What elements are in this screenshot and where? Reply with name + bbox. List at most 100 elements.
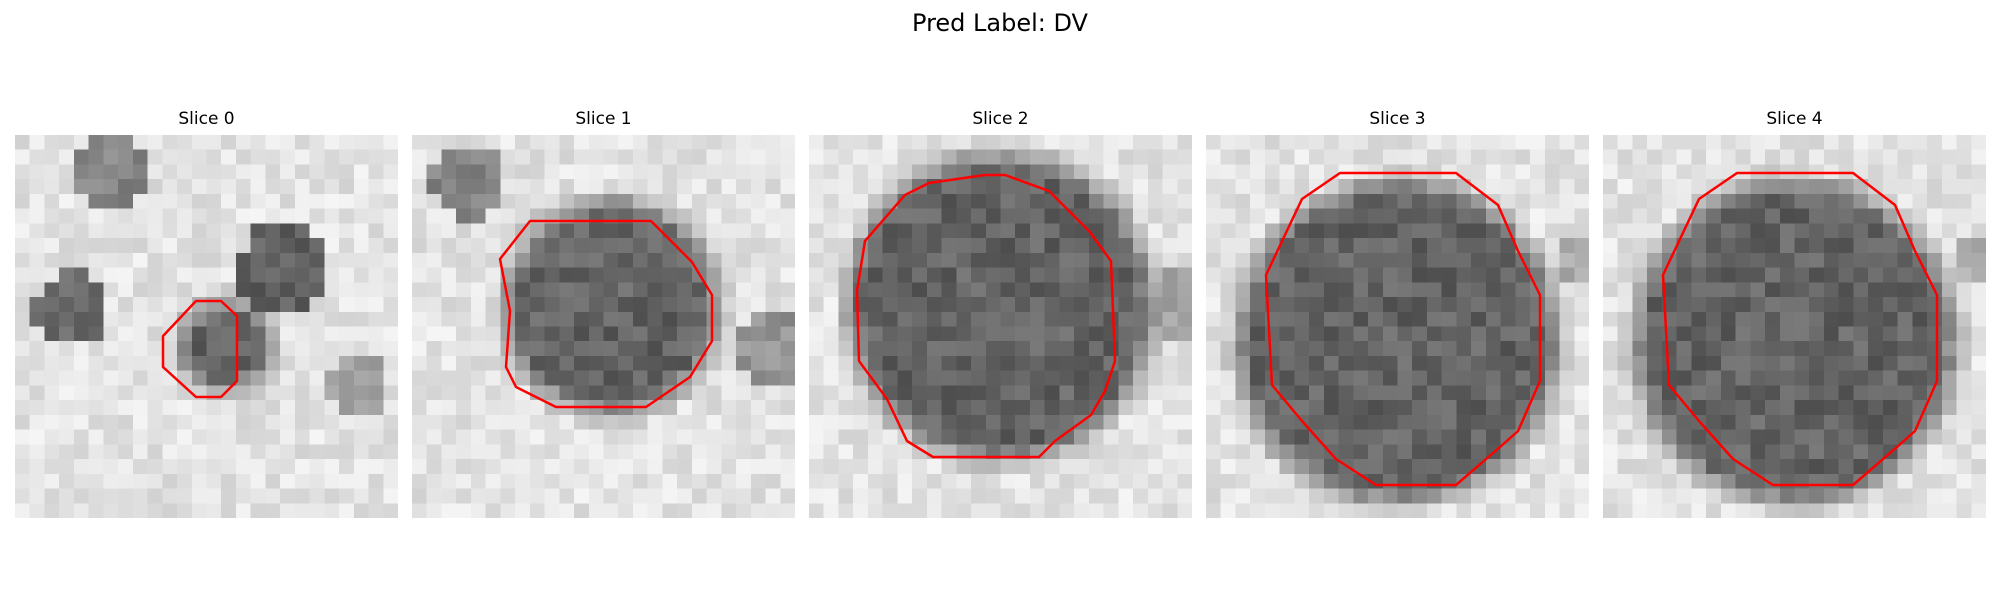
slice-panel-4: Slice 4: [1603, 108, 1986, 520]
image-pixel: [1029, 193, 1046, 210]
image-pixel: [1720, 252, 1737, 269]
image-pixel: [971, 459, 987, 475]
image-pixel: [280, 164, 296, 180]
image-pixel: [971, 238, 987, 254]
image-pixel: [867, 414, 884, 431]
image-pixel: [309, 297, 325, 313]
image-pixel: [1720, 267, 1737, 283]
image-pixel: [926, 473, 943, 490]
image-pixel: [691, 238, 708, 254]
image-pixel: [59, 223, 75, 239]
image-pixel: [691, 311, 708, 328]
image-pixel: [1632, 473, 1648, 490]
image-pixel: [1735, 282, 1751, 298]
image-pixel: [882, 193, 898, 210]
image-pixel: [15, 135, 31, 151]
image-pixel: [956, 311, 972, 328]
image-pixel: [1912, 149, 1928, 166]
image-pixel: [971, 297, 987, 313]
image-pixel: [426, 473, 443, 490]
image-pixel: [1632, 208, 1648, 224]
image-pixel: [1809, 473, 1825, 490]
image-pixel: [1632, 355, 1648, 372]
image-pixel: [603, 473, 619, 490]
image-pixel: [383, 164, 398, 180]
image-pixel: [809, 370, 825, 387]
image-pixel: [353, 282, 370, 298]
image-pixel: [1574, 414, 1589, 431]
image-pixel: [765, 135, 781, 151]
image-pixel: [1338, 355, 1354, 372]
image-pixel: [838, 400, 854, 416]
image-pixel: [324, 326, 340, 342]
image-pixel: [1794, 238, 1810, 254]
image-pixel: [1133, 238, 1149, 254]
image-pixel: [1485, 149, 1502, 166]
image-pixel: [1676, 370, 1692, 387]
image-pixel: [706, 473, 722, 490]
image-pixel: [265, 252, 281, 269]
image-pixel: [1500, 267, 1516, 283]
image-pixel: [926, 400, 943, 416]
image-pixel: [780, 385, 795, 401]
image-pixel: [250, 429, 267, 445]
image-pixel: [1000, 385, 1016, 401]
image-pixel: [1632, 238, 1648, 254]
image-pixel: [1882, 223, 1899, 239]
image-pixel: [1250, 282, 1266, 298]
image-pixel: [1338, 473, 1354, 490]
image-pixel: [662, 429, 678, 445]
image-pixel: [1118, 459, 1134, 475]
image-pixel: [1426, 370, 1443, 387]
image-pixel: [265, 488, 281, 504]
image-pixel: [1485, 282, 1502, 298]
image-pixel: [1720, 311, 1737, 328]
image-pixel: [265, 355, 281, 372]
image-pixel: [1250, 238, 1266, 254]
image-pixel: [647, 459, 664, 475]
image-pixel: [618, 149, 634, 166]
image-pixel: [1118, 135, 1134, 151]
image-pixel: [280, 311, 296, 328]
image-pixel: [1133, 341, 1149, 357]
image-pixel: [1559, 135, 1575, 151]
image-pixel: [1794, 193, 1810, 210]
image-pixel: [339, 385, 355, 401]
image-pixel: [1530, 488, 1546, 504]
image-pixel: [985, 164, 1002, 180]
image-pixel: [912, 341, 928, 357]
image-pixel: [103, 370, 119, 387]
image-pixel: [1515, 179, 1531, 195]
image-pixel: [1412, 414, 1428, 431]
image-pixel: [736, 297, 752, 313]
image-pixel: [706, 503, 722, 518]
image-pixel: [677, 385, 693, 401]
image-pixel: [206, 503, 222, 518]
image-pixel: [1206, 326, 1222, 342]
image-pixel: [1382, 488, 1399, 504]
image-pixel: [721, 223, 737, 239]
image-pixel: [1147, 400, 1164, 416]
image-pixel: [1074, 135, 1090, 151]
image-pixel: [677, 400, 693, 416]
image-pixel: [1559, 252, 1575, 269]
image-pixel: [412, 267, 428, 283]
image-pixel: [529, 355, 546, 372]
image-pixel: [529, 238, 546, 254]
image-pixel: [736, 164, 752, 180]
image-pixel: [88, 488, 104, 504]
image-pixel: [1485, 135, 1502, 151]
image-pixel: [456, 488, 472, 504]
image-pixel: [1368, 179, 1384, 195]
image-pixel: [294, 297, 311, 313]
image-pixel: [1882, 385, 1899, 401]
image-pixel: [515, 179, 531, 195]
image-pixel: [588, 370, 605, 387]
image-pixel: [515, 355, 531, 372]
image-pixel: [118, 193, 134, 210]
image-pixel: [456, 193, 472, 210]
image-pixel: [1456, 355, 1472, 372]
image-pixel: [941, 385, 957, 401]
image-pixel: [339, 355, 355, 372]
image-pixel: [823, 252, 840, 269]
